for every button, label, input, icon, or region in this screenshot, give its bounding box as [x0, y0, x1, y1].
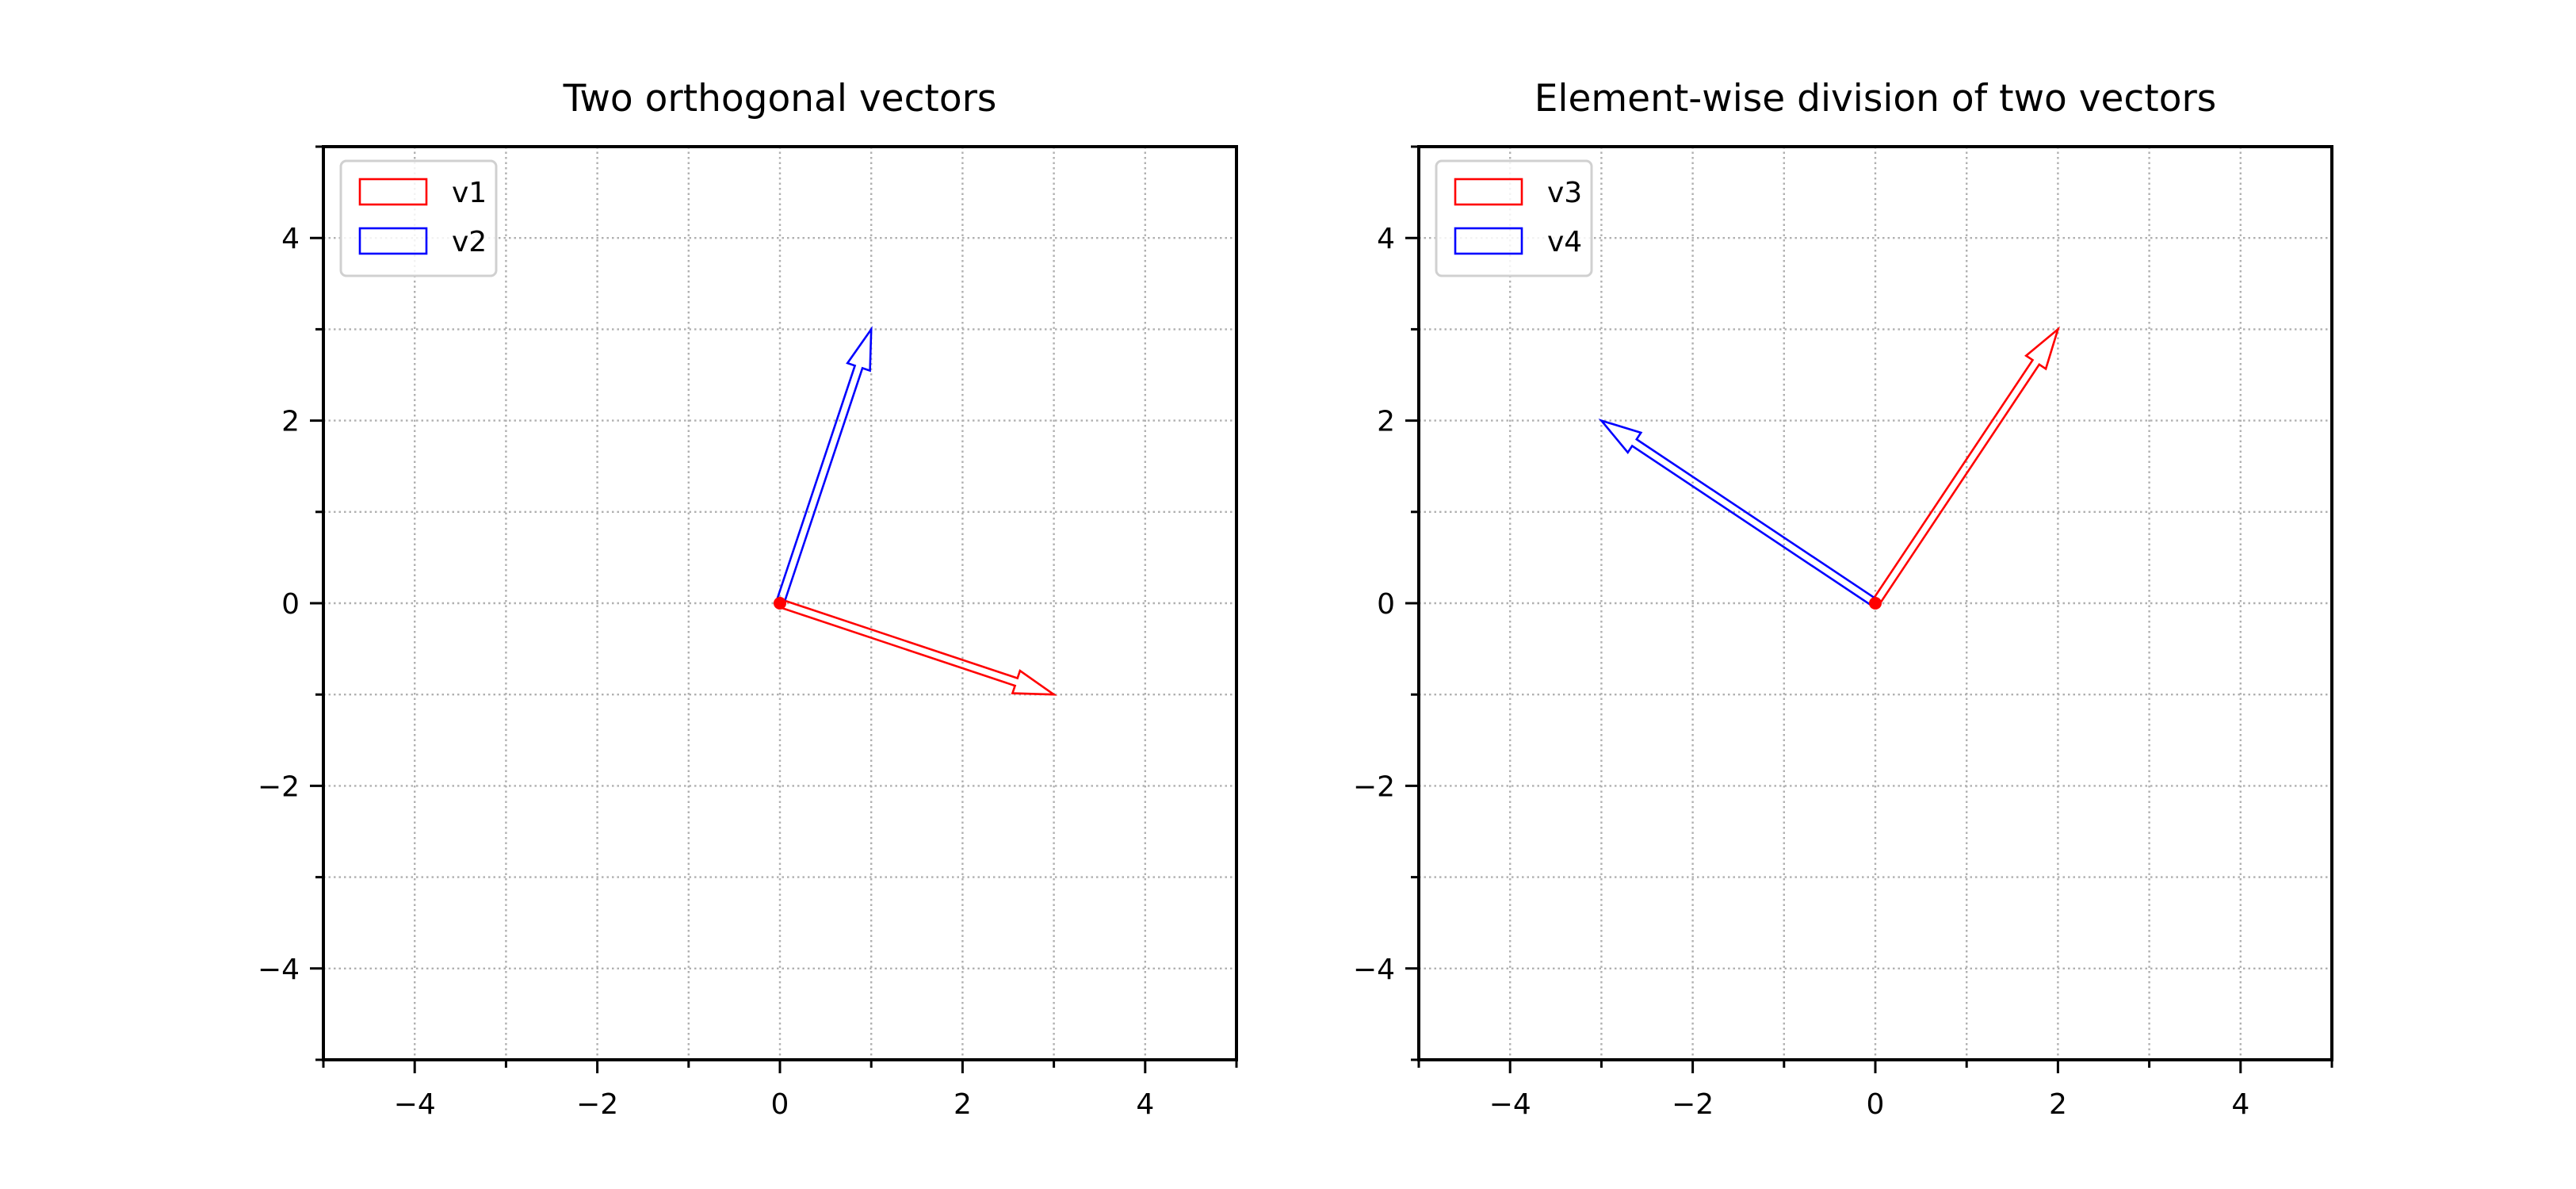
x-tick-label: 4 — [1136, 1088, 1154, 1121]
y-tick-label: 0 — [1377, 588, 1395, 621]
y-tick-label: 4 — [281, 223, 300, 255]
vector-arrow-v1 — [777, 598, 1057, 696]
x-tick-label: −2 — [1672, 1088, 1714, 1121]
x-tick-label: 2 — [2049, 1088, 2067, 1121]
origin-point — [774, 597, 786, 610]
legend-label-v1: v1 — [452, 177, 487, 209]
y-tick-label: 2 — [1377, 406, 1395, 438]
legend-swatch-v3 — [1454, 178, 1523, 206]
ticks: −4 −2 0 2 4 −4 −2 0 2 4 — [258, 145, 1238, 1121]
legend-label-v2: v2 — [452, 226, 487, 258]
x-tick-label: −4 — [394, 1088, 436, 1121]
legend-label-v3: v3 — [1547, 177, 1582, 209]
chart-panel-orthogonal-vectors: Two orthogonal vectors −4 −2 0 2 4−4−2024v1v… — [258, 77, 1238, 1121]
x-tick-label: −2 — [576, 1088, 618, 1121]
x-tick-label: 2 — [954, 1088, 972, 1121]
legend: v3 v4 — [1435, 159, 1593, 277]
origin-point — [1869, 597, 1882, 610]
y-tick-label: −4 — [258, 954, 300, 986]
x-tick-label: 0 — [771, 1088, 789, 1121]
legend-swatch-v4 — [1454, 227, 1523, 255]
legend-swatch-v1 — [358, 178, 428, 206]
ticks: −4 −2 0 2 4 −4 −2 0 2 4 — [1353, 145, 2333, 1121]
chart-title: Two orthogonal vectors — [563, 77, 997, 120]
vector-arrow-v4 — [1598, 419, 1879, 609]
y-tick-label: −4 — [1353, 954, 1395, 986]
legend-box — [1435, 159, 1593, 277]
y-tick-label: 2 — [281, 406, 300, 438]
chart-panel-element-wise-division: Element-wise division of two vectors −4−… — [1353, 77, 2333, 1121]
legend: v1 v2 — [339, 159, 498, 277]
vector-arrow-v3 — [1870, 326, 2060, 607]
x-tick-label: 4 — [2231, 1088, 2249, 1121]
vector-arrow-v2 — [774, 326, 873, 606]
chart-title: Element-wise division of two vectors — [1535, 77, 2217, 120]
x-tick-label: 0 — [1867, 1088, 1885, 1121]
y-tick-label: −2 — [1353, 770, 1395, 803]
y-tick-label: 4 — [1377, 223, 1395, 255]
legend-box — [339, 159, 498, 277]
legend-swatch-v2 — [358, 227, 428, 255]
y-tick-label: −2 — [258, 770, 300, 803]
legend-label-v4: v4 — [1547, 226, 1582, 258]
y-tick-label: 0 — [281, 588, 300, 621]
x-tick-label: −4 — [1489, 1088, 1531, 1121]
